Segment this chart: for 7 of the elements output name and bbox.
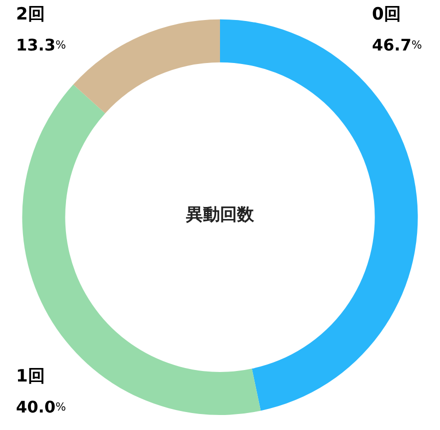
- data-label: 46.7%: [372, 36, 422, 54]
- text: 異動回数: [185, 205, 255, 225]
- slice-label: 0回: [372, 4, 401, 24]
- slice-label: 2回: [16, 4, 45, 24]
- data-label: 13.3%: [16, 36, 66, 54]
- slice-label: 1回: [16, 366, 45, 386]
- data-label: 40.0%: [16, 398, 66, 416]
